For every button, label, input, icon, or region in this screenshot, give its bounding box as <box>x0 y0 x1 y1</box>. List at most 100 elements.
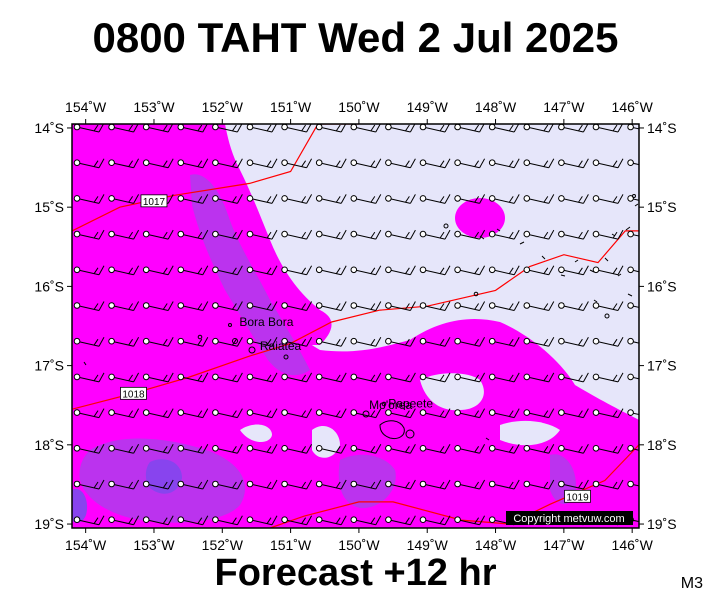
lat-label-left: 14˚S <box>34 120 64 136</box>
wind-barb <box>488 479 520 490</box>
map-title: 0800 TAHT Wed 2 Jul 2025 <box>92 14 619 61</box>
wind-barb <box>142 408 174 419</box>
island-layer <box>83 194 639 441</box>
wind-barb <box>488 158 520 169</box>
wind-barb <box>108 515 140 526</box>
wind-barb <box>177 265 209 276</box>
lon-label-bottom: 147˚W <box>543 537 585 553</box>
wind-barb <box>385 194 416 204</box>
wind-barb <box>558 301 589 311</box>
wind-barb <box>281 515 313 526</box>
wind-barb <box>108 372 140 383</box>
raiatea-coastline <box>248 346 256 354</box>
wind-barb <box>627 266 639 274</box>
lat-label-left: 17˚S <box>34 358 64 374</box>
wind-barb <box>523 301 555 311</box>
wind-barb <box>558 479 589 490</box>
wind-barb <box>108 229 140 240</box>
lon-label-bottom: 146˚W <box>612 537 654 553</box>
lon-label-bottom: 150˚W <box>338 537 380 553</box>
precipitation-heavy-area <box>72 489 88 523</box>
wind-barb <box>454 229 486 240</box>
atoll <box>604 313 610 319</box>
lat-label-right: 16˚S <box>647 278 677 294</box>
wind-barb <box>385 265 416 276</box>
wind-barb <box>212 479 243 490</box>
wind-barb <box>246 229 278 240</box>
wind-barb <box>142 124 174 133</box>
wind-barb <box>419 158 451 169</box>
tupai-atoll <box>228 323 232 327</box>
wind-barb <box>419 229 451 240</box>
wind-barb <box>385 158 416 169</box>
wind-barb <box>281 265 313 276</box>
wind-barb <box>281 301 313 311</box>
wind-barb <box>523 444 555 454</box>
wind-barb <box>419 336 451 347</box>
wind-barb <box>419 408 451 419</box>
atoll <box>473 291 479 297</box>
wind-barb <box>592 444 624 454</box>
wind-barb <box>454 265 486 276</box>
wind-barb <box>523 408 555 419</box>
wind-barb <box>419 372 451 383</box>
wind-barb <box>627 373 639 381</box>
wind-barb <box>592 336 624 347</box>
wind-barb <box>315 408 347 419</box>
wind-barb <box>246 444 278 454</box>
maupiti-atoll <box>197 334 203 340</box>
wind-barb <box>488 408 520 419</box>
wind-barb <box>177 479 209 490</box>
wind-barb <box>627 409 639 416</box>
isobar-value: 1017 <box>143 197 166 208</box>
precipitation-layer <box>72 124 639 528</box>
lon-label-top: 152˚W <box>202 99 244 115</box>
wind-barb <box>592 158 624 169</box>
dry-gap <box>420 373 484 411</box>
wind-barb <box>142 372 174 383</box>
wind-barb <box>281 372 313 383</box>
wind-barb <box>315 336 347 347</box>
wind-barb <box>177 194 209 204</box>
isobar-label: 1018 <box>120 386 147 400</box>
wind-barb <box>488 336 520 347</box>
wind-barb <box>488 372 520 383</box>
precipitation-cell <box>173 355 197 377</box>
wind-barb <box>177 408 209 419</box>
wind-barb <box>177 444 209 454</box>
wind-barb <box>523 265 555 276</box>
wind-barb <box>350 158 382 169</box>
wind-barb <box>315 444 347 454</box>
wind-barb <box>315 515 347 526</box>
wind-barb <box>558 265 589 276</box>
lat-label-right: 17˚S <box>647 358 677 374</box>
wind-barb <box>73 515 105 526</box>
wind-barb <box>108 265 140 276</box>
wind-barb <box>73 479 105 490</box>
wind-barb <box>454 336 486 347</box>
wind-barb <box>212 515 243 526</box>
wind-barb <box>108 301 140 311</box>
wind-barb <box>419 265 451 276</box>
wind-barb <box>558 194 589 204</box>
tahiti-iti-coastline <box>405 429 415 439</box>
wind-barb <box>558 336 589 347</box>
place-label: Raiatea <box>260 339 302 353</box>
wind-barb <box>212 158 243 169</box>
wind-barb <box>523 194 555 204</box>
lat-label-right: 19˚S <box>647 516 677 532</box>
lon-label-bottom: 149˚W <box>407 537 449 553</box>
wind-barb <box>385 372 416 383</box>
wind-barb <box>523 479 555 490</box>
wind-barb <box>73 229 105 240</box>
wind-barb <box>212 229 243 240</box>
wind-barb <box>385 408 416 419</box>
wind-barb <box>108 158 140 169</box>
wind-barb <box>558 444 589 454</box>
wind-barb <box>73 158 105 169</box>
lon-label-bottom: 151˚W <box>270 537 312 553</box>
wind-barb <box>246 301 278 311</box>
huahine-coastline <box>283 354 289 360</box>
wind-barb <box>246 158 278 169</box>
